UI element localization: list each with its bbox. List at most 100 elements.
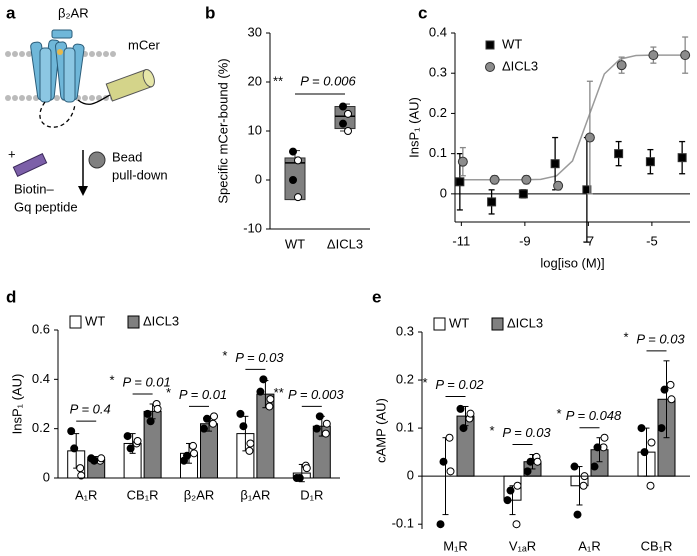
point [203, 414, 211, 423]
y-axis-label: InsP₁ (AU) [9, 374, 24, 435]
lipid [26, 51, 32, 57]
lipid [19, 95, 25, 101]
y-tick-label: 0 [407, 468, 414, 483]
legend-label: WT [502, 36, 522, 51]
point [294, 193, 302, 202]
point [645, 157, 655, 167]
point [503, 496, 512, 505]
point [200, 424, 208, 433]
point [146, 417, 155, 426]
y-axis-label: Specific mCer-bound (%) [215, 58, 230, 203]
y-axis-label: InsP₁ (AU) [406, 97, 421, 158]
legend-marker [485, 40, 495, 50]
legend-swatch [491, 317, 504, 331]
lipid [96, 95, 102, 101]
point [67, 427, 76, 436]
receptor-cap [51, 29, 73, 39]
point [667, 395, 676, 404]
lipid [5, 51, 11, 57]
significance-stars: * [166, 385, 171, 400]
point [550, 159, 560, 169]
p-value: P = 0.003 [288, 387, 344, 402]
y-tick-label: 0.2 [429, 105, 447, 120]
p-value: P = 0.4 [70, 402, 111, 417]
bead [88, 151, 106, 169]
point [513, 481, 522, 490]
receptor-label: β₂AR [58, 5, 89, 20]
point [289, 176, 297, 184]
point [321, 429, 330, 438]
plus: + [8, 146, 16, 161]
ligand [57, 49, 63, 55]
point [646, 481, 655, 490]
x-tick-label: A₁R [578, 538, 600, 553]
peptide [12, 153, 48, 177]
lipid [110, 51, 116, 57]
point [183, 451, 191, 460]
point [123, 432, 132, 441]
point [436, 520, 445, 529]
lipid [5, 95, 11, 101]
x-tick-label: D₁R [300, 487, 323, 502]
point [97, 454, 106, 463]
point [455, 177, 465, 187]
point [339, 119, 347, 128]
lipid [96, 51, 102, 57]
point [76, 464, 85, 473]
lipid [19, 51, 25, 57]
point [512, 520, 521, 529]
y-tick-label: 0.3 [429, 65, 447, 80]
point [322, 419, 331, 428]
significance-stars: * [489, 423, 494, 438]
lipid [82, 95, 88, 101]
significance-stars: * [110, 372, 115, 387]
point [70, 444, 79, 453]
point [126, 444, 135, 453]
p-value: P = 0.01 [122, 374, 170, 389]
y-tick-label: 10 [248, 122, 262, 137]
legend-label: ΔICL3 [143, 313, 179, 328]
point [439, 457, 448, 466]
point [647, 438, 656, 447]
panel-a-diagram: a β₂AR mCer + Biotin– Gq peptide Bead pu… [5, 3, 168, 214]
point [190, 449, 198, 458]
point [153, 404, 162, 413]
y-axis-label: cAMP (AU) [373, 398, 388, 463]
point [456, 404, 465, 413]
x-tick-label: -9 [519, 233, 531, 248]
point [590, 462, 599, 471]
x-axis-label: log[iso (M)] [540, 255, 604, 270]
legend-swatch [433, 317, 446, 331]
point [143, 409, 152, 418]
significance-stars: * [556, 406, 561, 421]
point [189, 441, 197, 450]
point [666, 380, 675, 389]
lipid [12, 95, 18, 101]
lipid [26, 95, 32, 101]
y-tick-label: 0.4 [32, 371, 50, 386]
p-value: P = 0.03 [636, 331, 685, 346]
point [302, 464, 311, 473]
point [90, 456, 99, 465]
legend-marker [485, 62, 495, 72]
point [294, 156, 302, 165]
bead-label: pull-down [112, 167, 168, 182]
legend-swatch [69, 315, 82, 329]
point [265, 402, 274, 411]
x-tick-label: -5 [646, 233, 658, 248]
point [259, 375, 268, 384]
point [210, 412, 218, 421]
point [677, 153, 687, 163]
fluorophore-label: mCer [128, 37, 160, 52]
panel: c 0 0.1 0.2 0.3 0.4 InsP₁ (AU) -11 -9 -7 -5 log[iso… [406, 3, 691, 270]
peptide-label: Gq peptide [14, 199, 78, 214]
p-value: P = 0.048 [566, 408, 622, 423]
y-tick-label: 0.4 [429, 24, 447, 39]
x-tick-label: M₁R [443, 538, 468, 553]
y-tick-label: 0.3 [396, 323, 414, 338]
y-tick-label: 0.1 [429, 145, 447, 160]
point [339, 102, 347, 111]
point [77, 471, 86, 480]
helix [39, 47, 52, 103]
point [680, 50, 691, 61]
